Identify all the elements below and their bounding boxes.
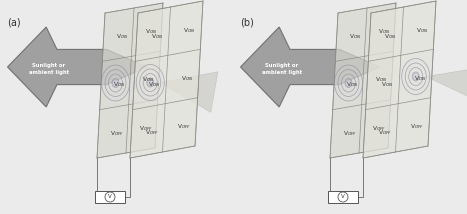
Polygon shape [363,1,436,158]
Ellipse shape [413,73,418,80]
Polygon shape [241,27,380,107]
Polygon shape [160,72,218,112]
Ellipse shape [148,79,153,86]
Text: V$_{ON}$: V$_{ON}$ [151,32,163,41]
Text: V$_{ON}$: V$_{ON}$ [349,32,361,41]
Polygon shape [330,3,396,158]
Text: V$_{OFF}$: V$_{OFF}$ [372,124,386,133]
Text: Sunlight or
ambient light: Sunlight or ambient light [29,63,69,75]
Text: V$_{ON}$: V$_{ON}$ [145,27,157,36]
Polygon shape [130,1,203,158]
Text: V$_{ON}$: V$_{ON}$ [375,76,388,85]
Text: V$_{OFF}$: V$_{OFF}$ [410,122,424,131]
Text: V$_{ON}$: V$_{ON}$ [378,27,390,36]
Text: V$_{OFF}$: V$_{OFF}$ [110,129,124,138]
Text: V$_{OFF}$: V$_{OFF}$ [139,124,153,133]
Text: (a): (a) [7,17,21,27]
Text: V$_{ON}$: V$_{ON}$ [381,80,393,89]
Text: (b): (b) [240,17,254,27]
Text: V$_{ON}$: V$_{ON}$ [183,26,196,35]
Ellipse shape [346,79,351,87]
Text: V$_{OFF}$: V$_{OFF}$ [377,128,392,137]
Text: V$_{OFF}$: V$_{OFF}$ [343,129,357,138]
Text: V$_{ON}$: V$_{ON}$ [416,26,429,35]
Bar [95,191,125,203]
Text: V$_{ON}$: V$_{ON}$ [116,32,128,41]
Text: V$_{ON}$: V$_{ON}$ [113,80,126,89]
Text: V$_{ON}$: V$_{ON}$ [347,80,359,89]
Bar [328,191,358,203]
Polygon shape [7,27,147,107]
Text: V$_{OFF}$: V$_{OFF}$ [144,128,159,137]
Text: V: V [108,195,112,199]
Text: V$_{ON}$: V$_{ON}$ [148,80,160,89]
Text: V$_{ON}$: V$_{ON}$ [142,76,155,85]
Text: V$_{OFF}$: V$_{OFF}$ [177,122,191,131]
Ellipse shape [113,79,118,87]
Polygon shape [97,3,163,158]
Text: V$_{ON}$: V$_{ON}$ [384,32,396,41]
Text: V$_{ON}$: V$_{ON}$ [414,74,426,83]
Text: V: V [341,195,345,199]
Text: V$_{ON}$: V$_{ON}$ [181,74,193,83]
Polygon shape [426,67,467,101]
Text: Sunlight or
ambient light: Sunlight or ambient light [262,63,302,75]
